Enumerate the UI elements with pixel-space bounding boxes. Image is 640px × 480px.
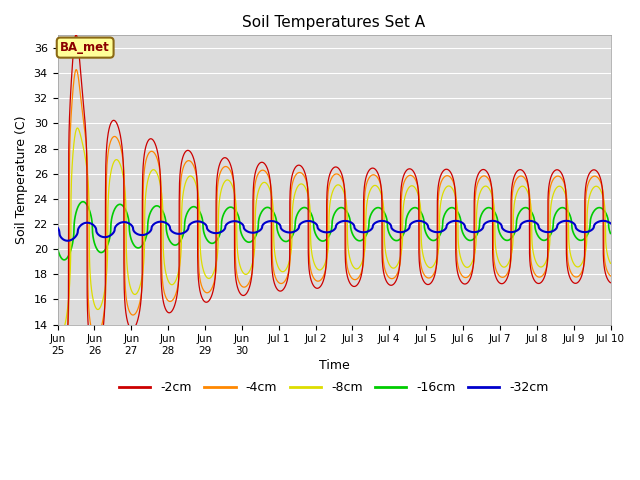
Y-axis label: Soil Temperature (C): Soil Temperature (C) <box>15 116 28 244</box>
X-axis label: Time: Time <box>319 359 349 372</box>
Legend: -2cm, -4cm, -8cm, -16cm, -32cm: -2cm, -4cm, -8cm, -16cm, -32cm <box>114 376 554 399</box>
Title: Soil Temperatures Set A: Soil Temperatures Set A <box>243 15 426 30</box>
Text: BA_met: BA_met <box>60 41 110 54</box>
